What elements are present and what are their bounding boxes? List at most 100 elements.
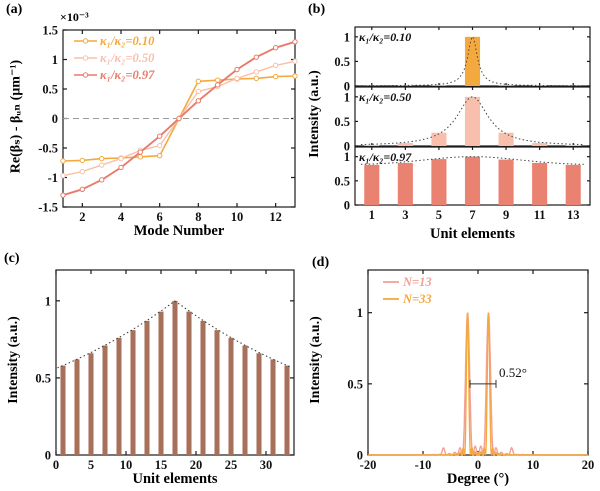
data-marker (156, 133, 163, 139)
subplot-label: κ₁/κ₂=0.97 (359, 150, 412, 164)
y-tick-label: 1.5 (42, 24, 58, 38)
x-tick-label: 3 (402, 208, 408, 222)
panel-a: (a) ×10⁻³ Re(βₛ) - βᵤₙ (μm⁻¹) 2 4 6 8 10 12 -1… (0, 0, 300, 246)
data-marker (214, 82, 221, 88)
subplot-label: κ₁/κ₂=0.10 (359, 30, 411, 44)
data-marker (79, 168, 86, 175)
bar (498, 132, 514, 146)
bar (172, 300, 178, 455)
bar (565, 145, 581, 146)
data-marker (195, 88, 202, 95)
data-marker (79, 186, 86, 193)
x-tick-label: 2 (79, 210, 85, 224)
bar (532, 162, 548, 205)
x-tick-label: 12 (269, 210, 282, 224)
bar (130, 330, 136, 455)
bar (88, 353, 94, 455)
panel-d-xlabel: Degree (°) (446, 471, 510, 487)
data-marker (156, 142, 163, 149)
bar (256, 353, 262, 455)
data-marker (195, 78, 202, 85)
panel-d-plot: -20 -10 0 10 20 0 0.5 1 N=13 N=33 0.52° (347, 269, 595, 472)
data-marker (79, 157, 86, 164)
legend-marker (82, 72, 89, 78)
x-tick-label: 25 (225, 458, 238, 472)
bar (498, 85, 514, 86)
y-tick-label: 1 (344, 90, 350, 104)
bar (270, 359, 276, 455)
panel-c-xlabel: Unit elements (132, 471, 218, 487)
envelope-curve (360, 35, 584, 87)
y-tick-label: 1 (344, 30, 350, 44)
data-marker (253, 69, 260, 75)
series-line (368, 312, 588, 457)
data-marker (214, 77, 221, 83)
x-tick-label: 9 (503, 208, 509, 222)
x-tick-label: 20 (190, 458, 203, 472)
x-tick-label: 10 (120, 458, 133, 472)
data-marker (118, 164, 124, 171)
y-tick-label: 1 (45, 294, 51, 308)
data-marker (292, 73, 298, 79)
data-marker (272, 73, 279, 80)
bar (242, 345, 248, 455)
y-tick-label: 0.5 (334, 55, 350, 69)
x-tick-label: 20 (582, 458, 595, 472)
panel-c-plot: 0 5 10 15 20 25 30 0 0.5 1 (35, 269, 295, 472)
panel-d-tag: (d) (312, 255, 330, 270)
data-marker (98, 155, 105, 162)
legend-marker (82, 38, 89, 44)
bar (60, 365, 66, 455)
envelope-curve (360, 96, 584, 146)
bar (532, 143, 548, 146)
x-tick-label: 13 (567, 208, 580, 222)
x-tick-label: 30 (260, 458, 273, 472)
x-tick-label: 5 (88, 458, 94, 472)
panel-a-xlabel: Mode Number (133, 223, 225, 239)
y-tick-label: -1 (48, 171, 58, 185)
x-tick-label: 10 (527, 458, 540, 472)
data-marker (60, 158, 66, 164)
subplot-label: κ₁/κ₂=0.50 (359, 90, 411, 104)
bar (228, 337, 234, 455)
bar (565, 164, 581, 205)
legend-entry: κ₁/κ₂=0.50 (100, 51, 155, 65)
data-marker (272, 62, 279, 69)
y-tick-label: 0 (344, 80, 350, 94)
panel-a-plot: 2 4 6 8 10 12 -1.5 -1 -0.5 0 0.5 1 1.5 κ₁/κ₂=0.10 κ₁/κ… (38, 24, 298, 224)
x-tick-label: 11 (534, 208, 546, 222)
bar (186, 311, 192, 455)
x-tick-label: 5 (436, 208, 442, 222)
x-tick-label: 15 (155, 458, 168, 472)
bar (464, 156, 481, 205)
bar (364, 145, 380, 146)
data-marker (234, 75, 240, 82)
x-tick-label: -10 (415, 458, 432, 472)
x-tick-label: 4 (118, 210, 125, 224)
y-tick-label: 0 (52, 112, 58, 126)
data-marker (98, 162, 105, 168)
x-tick-label: 8 (195, 210, 201, 224)
bar (431, 132, 447, 146)
bar (364, 164, 380, 205)
bar (397, 162, 413, 205)
bar (397, 143, 413, 146)
data-marker (253, 75, 260, 82)
y-tick-label: 0.5 (35, 371, 51, 385)
y-tick-label: 0.5 (42, 83, 58, 97)
panel-a-exponent-label: ×10⁻³ (60, 10, 89, 24)
data-marker (195, 98, 202, 104)
data-marker (176, 115, 182, 122)
bar (158, 311, 164, 455)
y-tick-label: 1 (344, 150, 350, 164)
y-tick-label: 0.5 (334, 174, 350, 188)
data-marker (253, 54, 260, 60)
bar (498, 159, 514, 205)
x-tick-label: 7 (469, 208, 475, 222)
panel-b-tag: (b) (308, 2, 326, 17)
bar (464, 96, 481, 146)
x-tick-label: -20 (360, 458, 377, 472)
bar (431, 85, 447, 86)
legend-entry: N=13 (402, 275, 432, 289)
panel-d: (d) Intensity (a.u.) -20 -10 0 10 20 0 0.5 1 N=1… (300, 245, 600, 491)
